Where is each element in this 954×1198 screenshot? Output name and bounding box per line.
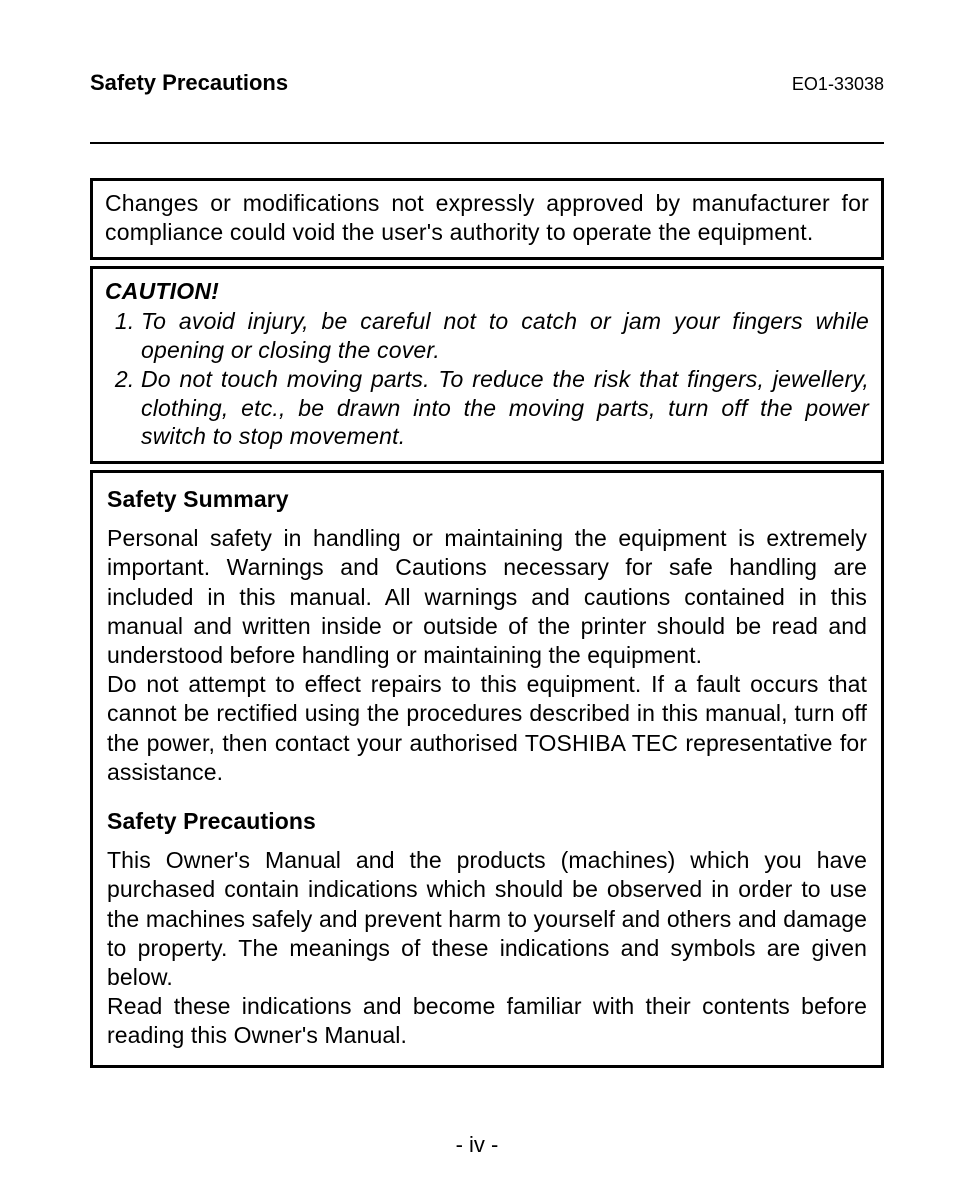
page-number: - iv - bbox=[456, 1132, 499, 1157]
page-header: Safety Precautions EO1-33038 bbox=[90, 70, 884, 96]
caution-list: To avoid injury, be careful not to catch… bbox=[105, 307, 869, 451]
page-footer: - iv - bbox=[0, 1132, 954, 1158]
safety-precautions-heading: Safety Precautions bbox=[107, 807, 867, 836]
safety-summary-para: Personal safety in handling or maintaini… bbox=[107, 524, 867, 787]
safety-summary-para-a: Personal safety in handling or maintaini… bbox=[107, 525, 867, 668]
caution-box: CAUTION! To avoid injury, be careful not… bbox=[90, 266, 884, 465]
safety-summary-heading: Safety Summary bbox=[107, 485, 867, 514]
notice-box: Changes or modifications not expressly a… bbox=[90, 178, 884, 260]
notice-text: Changes or modifications not expressly a… bbox=[105, 189, 869, 247]
page: Safety Precautions EO1-33038 Changes or … bbox=[0, 0, 954, 1198]
safety-summary-para-b: Do not attempt to effect repairs to this… bbox=[107, 671, 867, 785]
caution-item-2: Do not touch moving parts. To reduce the… bbox=[141, 365, 869, 451]
safety-summary-box: Safety Summary Personal safety in handli… bbox=[90, 470, 884, 1068]
header-rule bbox=[90, 142, 884, 144]
header-title: Safety Precautions bbox=[90, 70, 288, 96]
safety-precautions-para-a: This Owner's Manual and the products (ma… bbox=[107, 847, 867, 990]
caution-item-1: To avoid injury, be careful not to catch… bbox=[141, 307, 869, 365]
safety-precautions-para: This Owner's Manual and the products (ma… bbox=[107, 846, 867, 1050]
safety-precautions-para-b: Read these indications and become famili… bbox=[107, 993, 867, 1048]
caution-title: CAUTION! bbox=[105, 277, 869, 306]
header-code: EO1-33038 bbox=[792, 74, 884, 95]
